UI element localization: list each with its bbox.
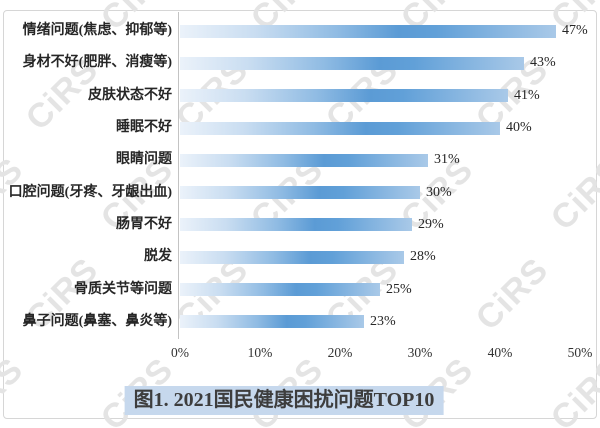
bar-container: 25% <box>180 273 412 305</box>
value-label: 43% <box>530 55 556 71</box>
bar-container: 31% <box>180 144 460 176</box>
x-tick-label: 50% <box>567 345 593 360</box>
bar <box>180 121 500 135</box>
value-label: 23% <box>370 313 396 329</box>
value-label: 47% <box>562 23 588 39</box>
category-label: 脱发 <box>144 249 172 265</box>
value-label: 29% <box>418 216 444 232</box>
value-label: 41% <box>514 87 540 103</box>
bar-rows: 情绪问题(焦虑、抑郁等) 47% 身材不好(肥胖、消瘦等) 43% 皮肤状态不好 41% 睡… <box>0 15 600 338</box>
bar-row: 鼻子问题(鼻塞、鼻炎等) 23% <box>0 306 600 338</box>
bar-row: 口腔问题(牙疼、牙龈出血) 30% <box>0 176 600 208</box>
category-label: 眼睛问题 <box>116 152 172 168</box>
bar-row: 肠胃不好 29% <box>0 209 600 241</box>
x-tick-label: 10% <box>247 345 273 360</box>
bar <box>180 250 404 264</box>
category-label: 口腔问题(牙疼、牙龈出血) <box>8 184 172 200</box>
bar <box>180 283 380 297</box>
bar <box>180 24 556 38</box>
bar-row: 身材不好(肥胖、消瘦等) 43% <box>0 47 600 79</box>
category-label: 皮肤状态不好 <box>88 87 172 103</box>
category-label: 情绪问题(焦虑、抑郁等) <box>22 23 172 39</box>
chart-frame <box>3 10 597 419</box>
bar-row: 眼睛问题 31% <box>0 144 600 176</box>
bar-container: 41% <box>180 80 540 112</box>
chart-title: 图1. 2021国民健康困扰问题TOP10 <box>124 386 444 415</box>
bar-row: 睡眠不好 40% <box>0 112 600 144</box>
bar-row: 骨质关节等问题 25% <box>0 273 600 305</box>
x-tick-label: 0% <box>171 345 189 360</box>
x-tick-label: 20% <box>327 345 353 360</box>
category-label: 睡眠不好 <box>116 120 172 136</box>
category-label: 骨质关节等问题 <box>74 281 172 297</box>
value-label: 40% <box>506 120 532 136</box>
bar <box>180 186 420 200</box>
bar-container: 43% <box>180 47 556 79</box>
x-tick-label: 40% <box>487 345 513 360</box>
bar <box>180 315 364 329</box>
value-label: 31% <box>434 152 460 168</box>
category-label: 鼻子问题(鼻塞、鼻炎等) <box>22 313 172 329</box>
bar <box>180 89 508 103</box>
bar <box>180 153 428 167</box>
bar-container: 29% <box>180 209 444 241</box>
category-label: 肠胃不好 <box>116 216 172 232</box>
bar-container: 28% <box>180 241 436 273</box>
bar-row: 情绪问题(焦虑、抑郁等) 47% <box>0 15 600 47</box>
bar <box>180 218 412 232</box>
bar-row: 脱发 28% <box>0 241 600 273</box>
value-label: 25% <box>386 281 412 297</box>
x-tick-label: 30% <box>407 345 433 360</box>
value-label: 30% <box>426 184 452 200</box>
bar-container: 23% <box>180 306 396 338</box>
bar <box>180 56 524 70</box>
bar-container: 47% <box>180 15 588 47</box>
category-axis-line <box>178 12 179 339</box>
category-label: 身材不好(肥胖、消瘦等) <box>22 55 172 71</box>
bar-container: 30% <box>180 176 452 208</box>
x-axis-ticks: 0% 10% 20% 30% 40% 50% <box>0 345 600 361</box>
bar-row: 皮肤状态不好 41% <box>0 80 600 112</box>
value-label: 28% <box>410 249 436 265</box>
bar-container: 40% <box>180 112 532 144</box>
